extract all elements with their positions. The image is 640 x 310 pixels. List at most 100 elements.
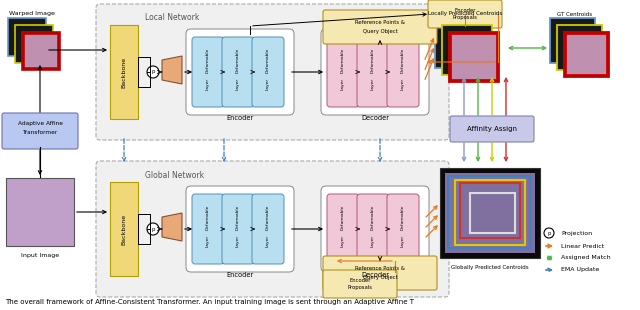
Text: Encoder: Encoder xyxy=(349,277,371,282)
Bar xyxy=(550,18,595,63)
Text: Layer: Layer xyxy=(401,78,405,90)
Text: Reference Points &: Reference Points & xyxy=(355,265,405,271)
Bar xyxy=(435,18,485,68)
Bar xyxy=(24,34,58,68)
Text: Adaptive Affine: Adaptive Affine xyxy=(17,122,63,126)
Bar xyxy=(8,18,46,56)
Bar xyxy=(22,32,60,70)
Text: Deformable: Deformable xyxy=(236,47,240,73)
Bar xyxy=(15,25,53,63)
Circle shape xyxy=(147,66,159,78)
Bar xyxy=(451,34,497,80)
Bar xyxy=(442,25,492,75)
Polygon shape xyxy=(162,56,182,84)
Bar xyxy=(557,25,602,70)
Text: Query Object: Query Object xyxy=(363,29,397,33)
Text: Deformable: Deformable xyxy=(341,204,345,230)
Text: Deformable: Deformable xyxy=(371,47,375,73)
Text: Deformable: Deformable xyxy=(266,47,270,73)
FancyBboxPatch shape xyxy=(186,29,294,115)
Text: Layer: Layer xyxy=(371,235,375,247)
Bar xyxy=(440,168,540,258)
Text: Query Object: Query Object xyxy=(363,274,397,280)
Text: Encoder: Encoder xyxy=(454,7,476,12)
FancyBboxPatch shape xyxy=(2,113,78,149)
Text: Deformable: Deformable xyxy=(401,204,405,230)
Text: Layer: Layer xyxy=(401,235,405,247)
Text: Local Network: Local Network xyxy=(145,14,200,23)
Bar xyxy=(470,193,515,233)
Bar xyxy=(449,32,499,82)
Text: Deformable: Deformable xyxy=(206,204,210,230)
FancyBboxPatch shape xyxy=(96,4,449,140)
FancyBboxPatch shape xyxy=(327,194,359,264)
Bar xyxy=(445,173,535,253)
Circle shape xyxy=(147,223,159,235)
Text: Layer: Layer xyxy=(341,78,345,90)
Text: Layer: Layer xyxy=(371,78,375,90)
FancyBboxPatch shape xyxy=(357,37,389,107)
Text: Deformable: Deformable xyxy=(341,47,345,73)
FancyBboxPatch shape xyxy=(321,186,429,272)
FancyBboxPatch shape xyxy=(450,116,534,142)
Text: Layer: Layer xyxy=(266,235,270,247)
Text: p: p xyxy=(151,69,155,74)
Text: p: p xyxy=(151,227,155,232)
Text: Encoder: Encoder xyxy=(227,272,253,278)
Text: Decoder: Decoder xyxy=(361,272,389,278)
FancyBboxPatch shape xyxy=(222,37,254,107)
Text: Layer: Layer xyxy=(236,78,240,90)
Text: p: p xyxy=(547,231,551,236)
Text: EMA Update: EMA Update xyxy=(561,268,599,272)
Bar xyxy=(110,182,138,276)
Text: Proposals: Proposals xyxy=(348,286,372,290)
Text: Linear Predict: Linear Predict xyxy=(561,243,604,249)
Text: Projection: Projection xyxy=(561,231,592,236)
FancyBboxPatch shape xyxy=(327,37,359,107)
FancyBboxPatch shape xyxy=(96,161,449,297)
Text: The overall framework of Affine-Consistent Transformer. An input training image : The overall framework of Affine-Consiste… xyxy=(5,299,414,305)
Text: Input Image: Input Image xyxy=(21,253,59,258)
Text: Deformable: Deformable xyxy=(206,47,210,73)
FancyBboxPatch shape xyxy=(252,37,284,107)
Text: Layer: Layer xyxy=(206,78,210,90)
Text: Locally Predicted Centroids: Locally Predicted Centroids xyxy=(428,11,502,16)
Bar xyxy=(6,178,74,246)
FancyBboxPatch shape xyxy=(222,194,254,264)
Text: Backbone: Backbone xyxy=(122,214,127,245)
FancyBboxPatch shape xyxy=(428,0,502,28)
Polygon shape xyxy=(162,213,182,241)
FancyBboxPatch shape xyxy=(323,256,437,290)
FancyBboxPatch shape xyxy=(387,37,419,107)
Bar xyxy=(566,34,607,75)
Bar xyxy=(460,183,520,238)
FancyBboxPatch shape xyxy=(186,186,294,272)
Bar xyxy=(455,180,525,245)
Bar xyxy=(110,25,138,119)
Text: Globally Predicted Centroids: Globally Predicted Centroids xyxy=(451,265,529,271)
Text: Warped Image: Warped Image xyxy=(9,11,55,16)
Text: GT Centroids: GT Centroids xyxy=(557,11,593,16)
Text: Assigned Match: Assigned Match xyxy=(561,255,611,260)
FancyBboxPatch shape xyxy=(192,37,224,107)
Bar xyxy=(448,176,530,248)
FancyBboxPatch shape xyxy=(323,10,437,44)
FancyBboxPatch shape xyxy=(387,194,419,264)
Text: Proposals: Proposals xyxy=(452,16,477,20)
Text: Affinity Assign: Affinity Assign xyxy=(467,126,517,132)
Text: Encoder: Encoder xyxy=(227,115,253,121)
Text: Deformable: Deformable xyxy=(401,47,405,73)
Text: Layer: Layer xyxy=(266,78,270,90)
Text: Global Network: Global Network xyxy=(145,170,204,179)
Circle shape xyxy=(544,228,554,238)
Text: Deformable: Deformable xyxy=(266,204,270,230)
Text: Backbone: Backbone xyxy=(122,56,127,87)
FancyBboxPatch shape xyxy=(323,270,397,298)
Text: Transformer: Transformer xyxy=(22,131,58,135)
FancyBboxPatch shape xyxy=(357,194,389,264)
Text: Layer: Layer xyxy=(341,235,345,247)
FancyBboxPatch shape xyxy=(192,194,224,264)
Text: Layer: Layer xyxy=(206,235,210,247)
FancyBboxPatch shape xyxy=(321,29,429,115)
FancyBboxPatch shape xyxy=(252,194,284,264)
